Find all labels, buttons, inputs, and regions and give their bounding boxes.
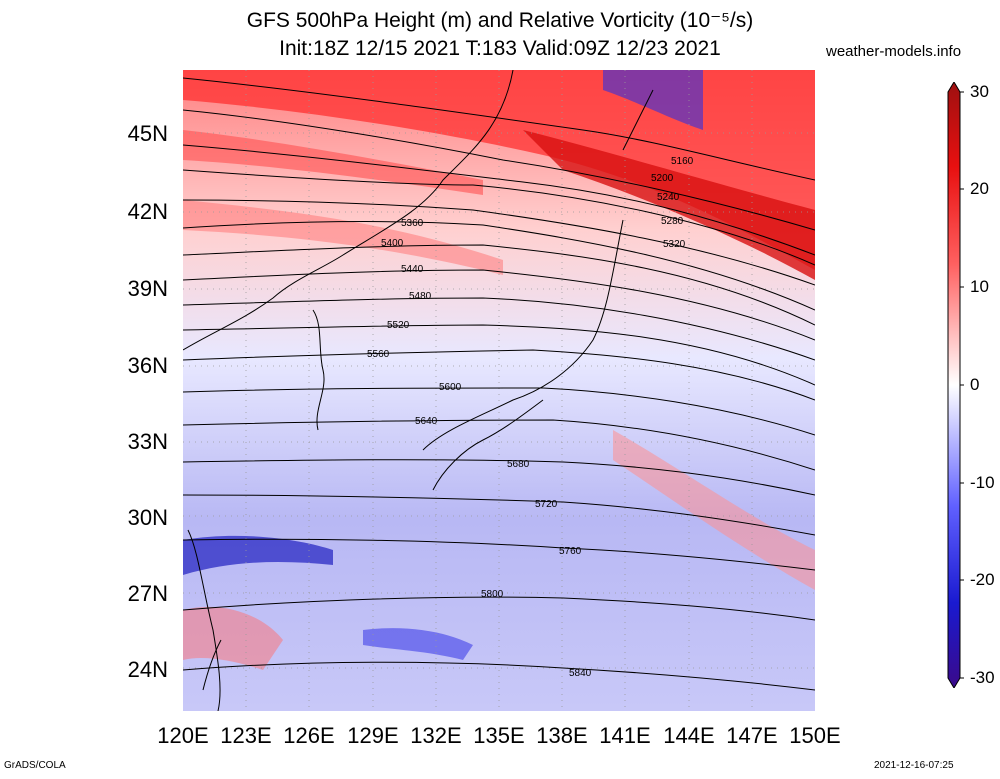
vorticity-positive-band: [183, 70, 815, 270]
colorbar-label: 30: [970, 82, 989, 101]
vorticity-negative-patch-2: [363, 628, 473, 660]
contour-label: 5480: [409, 291, 432, 302]
lat-label: 27N: [127, 581, 168, 606]
contour-label: 5760: [559, 546, 582, 557]
contour-label: 5200: [651, 173, 674, 184]
vorticity-band-2: [183, 130, 483, 195]
lat-label: 36N: [127, 353, 168, 378]
lat-lon-grid: [183, 70, 815, 711]
lon-label: 129E: [347, 723, 399, 748]
contour-label: 5800: [481, 589, 504, 600]
lat-label: 39N: [127, 276, 168, 301]
contour-label: 5440: [401, 264, 424, 275]
lon-label: 120E: [157, 723, 209, 748]
contour-label: 5600: [439, 382, 462, 393]
height-contours: [183, 77, 815, 691]
vorticity-negative-patch: [603, 70, 703, 130]
vorticity-map: 5160 5200 5240 5280 5320 5360 5400 5440 …: [183, 70, 815, 711]
lat-label: 30N: [127, 505, 168, 530]
coastlines: [183, 70, 654, 711]
site-label: weather-models.info: [826, 43, 962, 60]
lat-label: 45N: [127, 121, 168, 146]
contour-label: 5360: [401, 218, 424, 229]
vorticity-positive-patch: [183, 606, 283, 670]
lat-label: 42N: [127, 199, 168, 224]
lon-label: 126E: [283, 723, 335, 748]
lat-label: 24N: [127, 657, 168, 682]
contour-label: 5640: [415, 416, 438, 427]
lon-label: 138E: [536, 723, 588, 748]
vorticity-negative-band: [183, 535, 333, 575]
lon-label: 132E: [410, 723, 462, 748]
colorbar-label: 0: [970, 375, 980, 394]
lon-label: 144E: [663, 723, 715, 748]
contour-label: 5520: [387, 320, 410, 331]
lon-label: 147E: [726, 723, 778, 748]
contour-label: 5160: [671, 156, 694, 167]
lon-label: 150E: [789, 723, 841, 748]
map-svg: 5160 5200 5240 5280 5320 5360 5400 5440 …: [183, 70, 815, 711]
colorbar-label: 20: [970, 179, 989, 198]
colorbar-label: -30: [970, 668, 995, 687]
colorbar-label: -20: [970, 570, 995, 589]
footer-timestamp: 2021-12-16-07:25: [874, 760, 954, 771]
lon-label: 123E: [220, 723, 272, 748]
contour-label: 5320: [663, 239, 686, 250]
vorticity-band-3: [183, 200, 503, 275]
contour-label: 5280: [661, 216, 684, 227]
vorticity-strong-band: [523, 130, 815, 280]
colorbar: [947, 82, 964, 688]
lat-label: 33N: [127, 429, 168, 454]
colorbar-label: 10: [970, 277, 989, 296]
contour-labels: 5160 5200 5240 5280 5320 5360 5400 5440 …: [367, 156, 694, 679]
contour-label: 5400: [381, 238, 404, 249]
contour-label: 5560: [367, 349, 390, 360]
colorbar-label: -10: [970, 473, 995, 492]
map-subtitle: Init:18Z 12/15 2021 T:183 Valid:09Z 12/2…: [279, 37, 721, 60]
contour-label: 5240: [657, 192, 680, 203]
footer-source: GrADS/COLA: [4, 760, 66, 771]
map-title: GFS 500hPa Height (m) and Relative Vorti…: [246, 9, 754, 32]
lon-label: 135E: [473, 723, 525, 748]
contour-label: 5720: [535, 499, 558, 510]
contour-label: 5680: [507, 459, 530, 470]
lon-label: 141E: [599, 723, 651, 748]
contour-label: 5840: [569, 668, 592, 679]
